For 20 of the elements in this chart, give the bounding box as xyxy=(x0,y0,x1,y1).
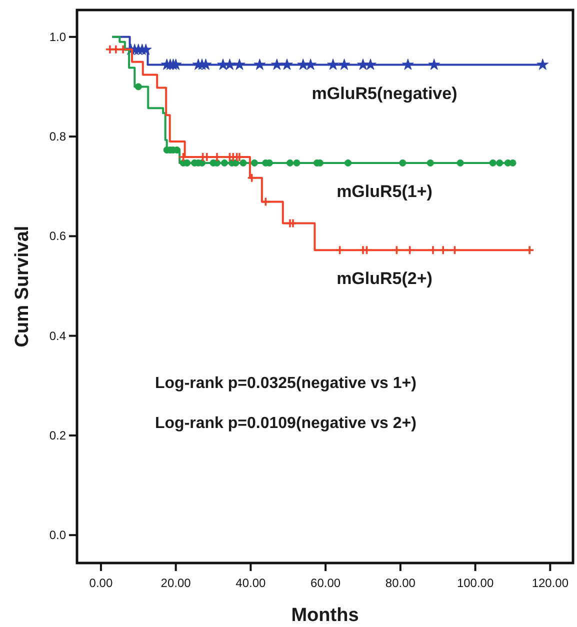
annotation: Log-rank p=0.0325(negative vs 1+) xyxy=(155,375,416,392)
y-tick-label: 1.0 xyxy=(49,30,66,44)
x-tick-label: 40.00 xyxy=(236,576,266,590)
series-label: mGluR5(negative) xyxy=(312,84,458,103)
series-label: mGluR5(1+) xyxy=(336,182,432,201)
annotation: Log-rank p=0.0109(negative vs 2+) xyxy=(155,415,416,432)
y-tick-label: 0.4 xyxy=(49,328,66,343)
x-tick-label: 20.00 xyxy=(160,576,192,590)
x-tick-label: 80.00 xyxy=(385,576,416,590)
y-tick-label: 0.8 xyxy=(49,130,66,144)
y-tick-label: 0.0 xyxy=(49,528,66,542)
y-tick-label: 0.6 xyxy=(49,229,66,244)
x-tick-label: 100.00 xyxy=(456,576,494,590)
series-label: mGluR5(2+) xyxy=(336,269,432,288)
x-tick-label: 60.00 xyxy=(310,576,341,590)
x-axis-title: Months xyxy=(291,605,359,626)
y-tick-label: 0.2 xyxy=(49,428,66,442)
x-tick-label: 0.00 xyxy=(89,576,113,590)
y-axis-title: Cum Survival xyxy=(12,226,33,348)
x-tick-label: 120.00 xyxy=(532,576,569,590)
